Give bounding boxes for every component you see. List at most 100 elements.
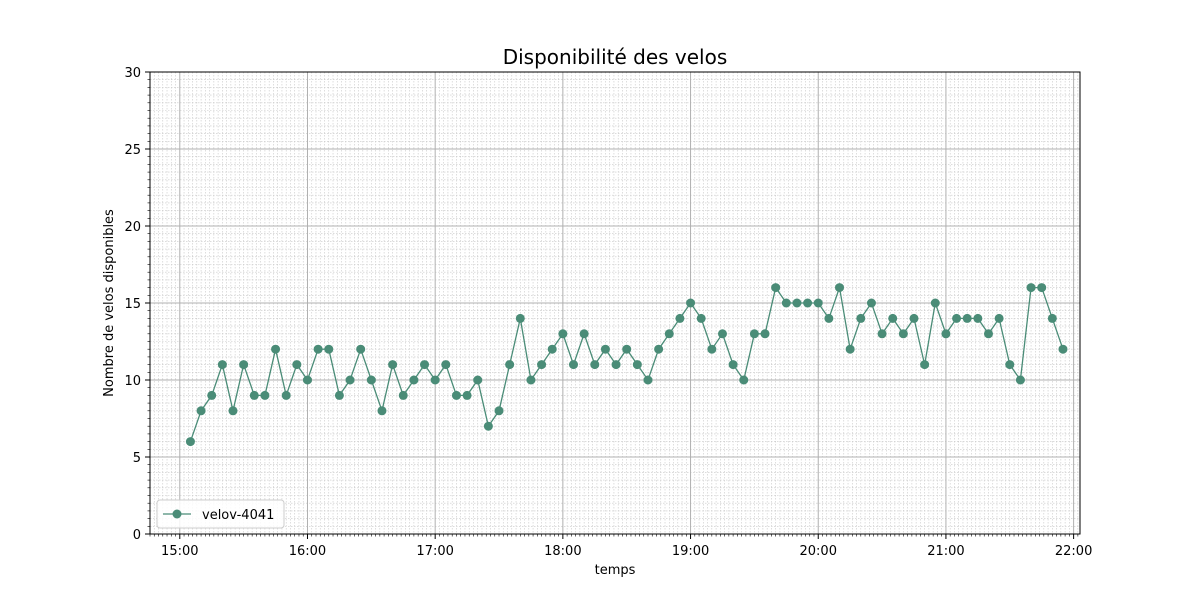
y-tick-label: 10	[124, 374, 141, 389]
data-point	[494, 406, 504, 416]
data-point	[558, 329, 568, 339]
data-point	[239, 360, 249, 370]
data-point	[249, 390, 259, 400]
data-point	[1058, 344, 1068, 354]
data-point	[898, 329, 908, 339]
data-point	[686, 298, 696, 308]
data-point	[579, 329, 589, 339]
data-point	[973, 313, 983, 323]
legend-box	[156, 499, 285, 529]
data-point	[813, 298, 823, 308]
data-point	[281, 390, 291, 400]
y-axis-label: Nombre de velos disponibles	[102, 209, 117, 397]
data-point	[292, 360, 302, 370]
data-point	[409, 375, 419, 385]
data-point	[909, 313, 919, 323]
x-tick-label: 20:00	[800, 544, 837, 559]
x-tick-label: 22:00	[1055, 544, 1092, 559]
data-point	[611, 360, 621, 370]
data-point	[356, 344, 366, 354]
data-point	[185, 437, 195, 447]
data-point	[760, 329, 770, 339]
data-point	[696, 313, 706, 323]
data-point	[196, 406, 206, 416]
data-point	[856, 313, 866, 323]
data-point	[462, 390, 472, 400]
data-point	[962, 313, 972, 323]
data-point	[952, 313, 962, 323]
x-axis-label: temps	[595, 563, 636, 578]
data-point	[866, 298, 876, 308]
data-point	[345, 375, 355, 385]
y-tick-label: 30	[124, 66, 141, 81]
y-tick-label: 0	[133, 528, 141, 543]
data-point	[930, 298, 940, 308]
data-point	[420, 360, 430, 370]
data-point	[643, 375, 653, 385]
data-point	[483, 421, 493, 431]
data-point	[749, 329, 759, 339]
legend-label: velov-4041	[202, 508, 274, 523]
x-tick-label: 21:00	[927, 544, 964, 559]
data-point	[302, 375, 312, 385]
data-point	[941, 329, 951, 339]
data-point	[388, 360, 398, 370]
data-point	[877, 329, 887, 339]
data-point	[366, 375, 376, 385]
legend: velov-4041	[156, 499, 285, 529]
y-tick-label: 25	[124, 143, 141, 158]
data-point	[1005, 360, 1015, 370]
data-point	[654, 344, 664, 354]
data-point	[271, 344, 281, 354]
data-point	[377, 406, 387, 416]
series-points	[185, 283, 1068, 447]
data-point	[792, 298, 802, 308]
data-point	[717, 329, 727, 339]
data-point	[537, 360, 547, 370]
x-axis-ticks: 15:00 16:00 17:00 18:00 19:00 20:00 21:00 22:00	[149, 534, 1092, 559]
data-point	[983, 329, 993, 339]
data-point	[313, 344, 323, 354]
data-point	[1015, 375, 1025, 385]
legend-marker	[172, 509, 182, 519]
data-point	[781, 298, 791, 308]
data-point	[441, 360, 451, 370]
data-point	[590, 360, 600, 370]
data-point	[398, 390, 408, 400]
y-axis-ticks: 0 5 10 15 20 25 30	[124, 66, 150, 543]
y-tick-label: 15	[124, 297, 141, 312]
x-tick-label: 19:00	[672, 544, 709, 559]
chart-title: Disponibilité des velos	[503, 45, 728, 69]
data-point	[1026, 283, 1036, 293]
y-tick-label: 5	[133, 451, 141, 466]
data-point	[207, 390, 217, 400]
data-point	[632, 360, 642, 370]
data-point	[771, 283, 781, 293]
data-point	[430, 375, 440, 385]
data-point	[547, 344, 557, 354]
data-point	[1047, 313, 1057, 323]
x-tick-label: 16:00	[289, 544, 326, 559]
data-point	[569, 360, 579, 370]
x-tick-label: 17:00	[416, 544, 453, 559]
x-tick-label: 18:00	[544, 544, 581, 559]
data-point	[888, 313, 898, 323]
data-point	[803, 298, 813, 308]
data-point	[739, 375, 749, 385]
data-point	[845, 344, 855, 354]
data-point	[994, 313, 1004, 323]
data-point	[334, 390, 344, 400]
data-point	[600, 344, 610, 354]
data-point	[664, 329, 674, 339]
data-point	[707, 344, 717, 354]
data-point	[622, 344, 632, 354]
data-point	[920, 360, 930, 370]
data-point	[515, 313, 525, 323]
data-point	[324, 344, 334, 354]
data-point	[526, 375, 536, 385]
data-point	[675, 313, 685, 323]
data-point	[451, 390, 461, 400]
data-point	[217, 360, 227, 370]
data-point	[260, 390, 270, 400]
